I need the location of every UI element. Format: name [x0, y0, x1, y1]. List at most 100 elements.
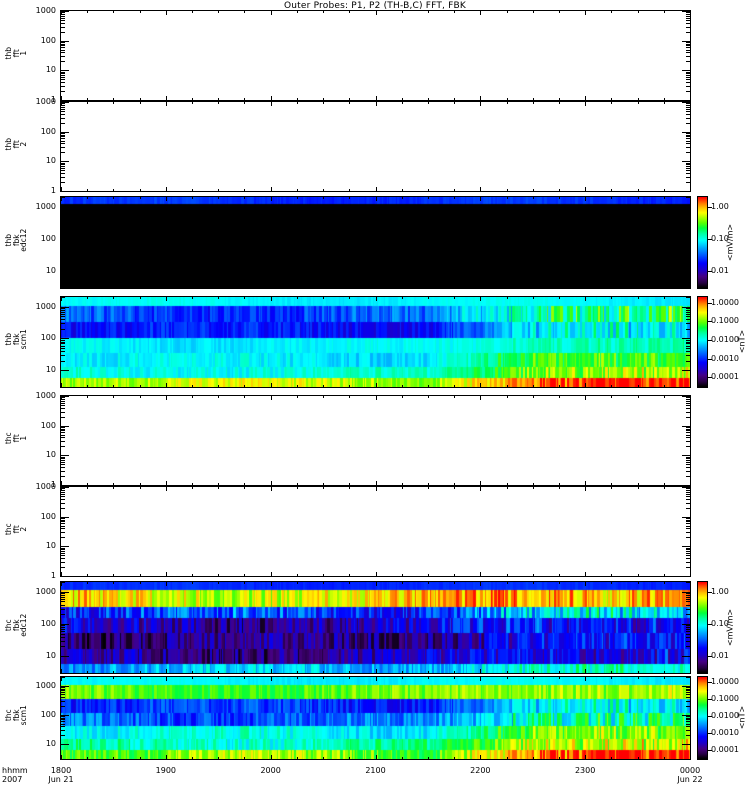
y-tick-major	[61, 517, 69, 518]
x-tick	[271, 481, 272, 485]
x-tick-minor	[428, 396, 429, 398]
y-tick-minor	[686, 152, 690, 153]
plot-area-thc-fbk-scm1	[61, 677, 690, 759]
y-tick-minor	[61, 446, 65, 447]
y-tick-minor	[686, 523, 690, 524]
x-tick-label: 1800	[50, 766, 72, 775]
x-tick-minor	[140, 98, 141, 100]
x-tick-minor	[533, 385, 534, 387]
x-tick-minor	[638, 385, 639, 387]
x-tick	[585, 487, 586, 491]
x-tick-minor	[349, 671, 350, 673]
y-tick-minor	[61, 548, 65, 549]
y-tick-minor	[61, 601, 65, 602]
y-tick-minor	[61, 133, 65, 134]
x-tick	[166, 755, 167, 759]
y-tick-minor	[61, 77, 65, 78]
plot-area-thc-fft-1	[61, 396, 690, 485]
y-axis-title-thb-fbk-scm1: thb fbk scm1	[4, 309, 28, 369]
y-tick-minor	[61, 135, 65, 136]
panel-thc-fbk-scm1[interactable]	[60, 676, 691, 760]
panel-thb-fft-1[interactable]	[60, 10, 691, 101]
y-tick-minor	[686, 637, 690, 638]
x-tick-minor	[349, 297, 350, 299]
x-tick-minor	[402, 286, 403, 288]
y-tick-major	[61, 161, 69, 162]
y-tick-minor	[686, 168, 690, 169]
x-tick-minor	[87, 197, 88, 199]
x-tick-minor	[559, 487, 560, 489]
x-tick-minor	[323, 582, 324, 584]
colorbar-thb-fbk-scm1	[697, 296, 708, 388]
y-tick-minor	[686, 526, 690, 527]
x-tick-minor	[559, 483, 560, 485]
panel-thb-fft-2[interactable]	[60, 101, 691, 192]
x-tick-minor	[454, 197, 455, 199]
y-tick-minor	[61, 593, 65, 594]
x-tick-minor	[533, 11, 534, 13]
x-tick-minor	[611, 286, 612, 288]
y-tick-major	[61, 191, 69, 192]
x-tick-minor	[192, 297, 193, 299]
panel-thc-fft-2[interactable]	[60, 486, 691, 577]
x-tick-minor	[218, 98, 219, 100]
y-tick-minor	[686, 528, 690, 529]
x-tick-minor	[349, 677, 350, 679]
x-tick	[61, 755, 62, 759]
y-tick-minor	[686, 182, 690, 183]
x-tick-minor	[244, 574, 245, 576]
x-tick-minor	[533, 102, 534, 104]
x-tick	[61, 396, 62, 400]
y-tick-minor	[61, 105, 65, 106]
y-tick-minor	[61, 220, 65, 221]
y-tick-minor	[61, 629, 65, 630]
y-tick-major	[682, 70, 690, 71]
x-tick-minor	[533, 671, 534, 673]
panel-thb-fbk-edc12[interactable]	[60, 196, 691, 289]
x-tick-minor	[664, 396, 665, 398]
panel-thb-fbk-scm1[interactable]	[60, 296, 691, 388]
y-tick-minor	[686, 316, 690, 317]
y-tick-minor	[61, 697, 65, 698]
x-tick	[61, 11, 62, 15]
y-tick-minor	[686, 716, 690, 717]
y-tick-minor	[61, 252, 65, 253]
colorbar-gradient	[698, 197, 707, 288]
y-tick-major	[61, 624, 69, 625]
y-tick-minor	[686, 435, 690, 436]
panel-thc-fft-1[interactable]	[60, 395, 691, 486]
colorbar-tick-label: 1.00	[711, 202, 729, 211]
x-tick-minor	[428, 483, 429, 485]
y-tick-minor	[61, 735, 65, 736]
y-tick-minor	[686, 508, 690, 509]
y-tick-minor	[61, 460, 65, 461]
y-tick-minor	[686, 319, 690, 320]
y-tick-label: 10	[45, 65, 56, 74]
x-tick-minor	[611, 582, 612, 584]
y-tick-major	[61, 41, 69, 42]
y-tick-minor	[61, 520, 65, 521]
y-tick-minor	[61, 595, 65, 596]
colorbar-tick	[708, 321, 712, 322]
y-tick-minor	[686, 518, 690, 519]
colorbar-thb-fbk-edc12	[697, 196, 708, 289]
x-tick-minor	[244, 396, 245, 398]
y-tick-minor	[686, 166, 690, 167]
y-tick-minor	[61, 182, 65, 183]
panel-thc-fbk-edc12[interactable]	[60, 581, 691, 674]
y-tick-minor	[61, 614, 65, 615]
x-tick	[585, 297, 586, 301]
x-tick	[690, 102, 691, 106]
y-tick-minor	[61, 168, 65, 169]
y-tick-minor	[61, 490, 65, 491]
y-axis-title-line: scm1	[18, 329, 28, 350]
y-tick-minor	[686, 261, 690, 262]
y-tick-minor	[686, 401, 690, 402]
x-tick-minor	[323, 297, 324, 299]
y-tick-minor	[686, 170, 690, 171]
x-tick	[61, 187, 62, 191]
y-tick-minor	[61, 432, 65, 433]
x-tick	[480, 396, 481, 400]
x-tick-minor	[638, 483, 639, 485]
